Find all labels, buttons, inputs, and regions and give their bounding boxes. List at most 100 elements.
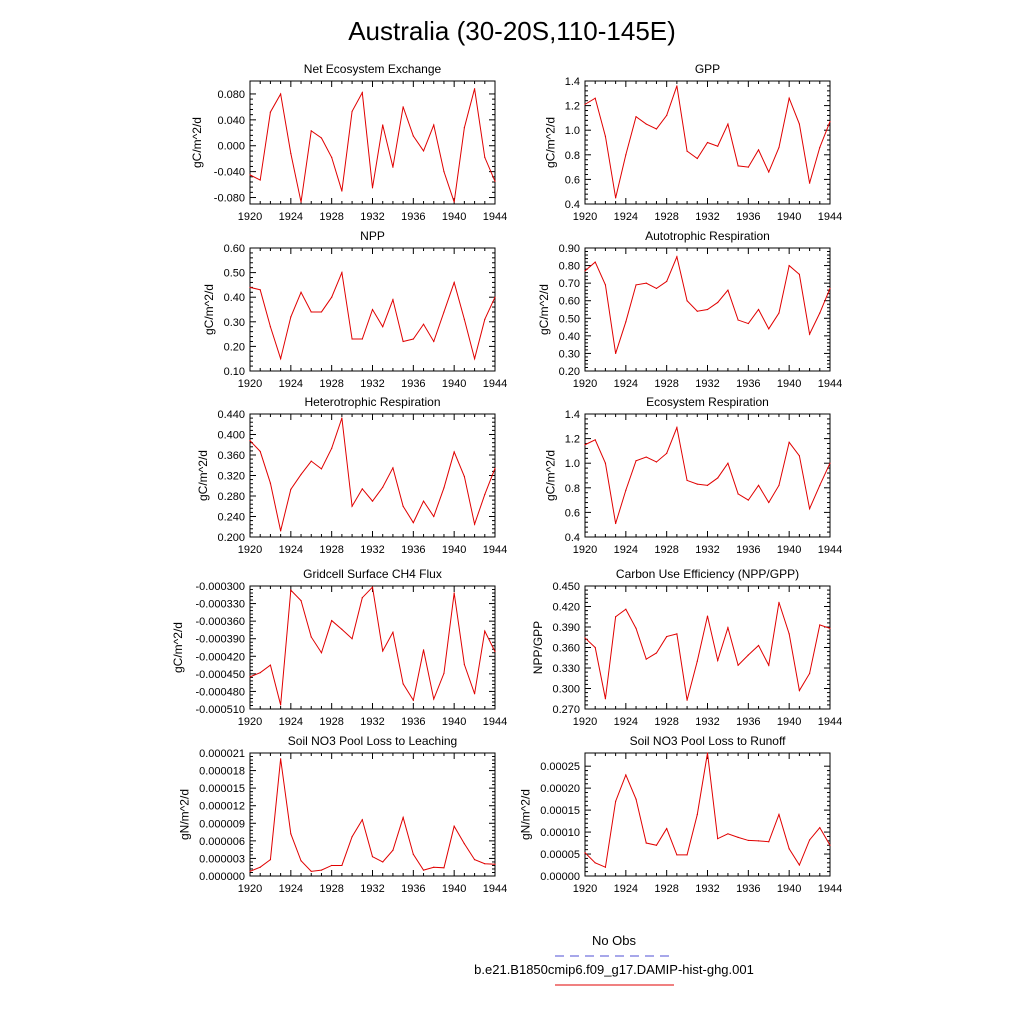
data-point-er [788,441,790,443]
y-tick-label: 0.280 [217,491,245,503]
data-point-hr [402,505,404,507]
data-point-cue [635,627,637,629]
data-point-nee [453,201,455,203]
panel-title-cue: Carbon Use Efficiency (NPP/GPP) [616,567,799,581]
x-tick-label: 1944 [483,883,507,895]
y-tick-label: 0.30 [224,317,245,329]
data-point-ar [808,333,811,335]
x-tick-label: 1924 [279,883,303,895]
x-tick-label: 1940 [777,883,801,895]
x-tick-label: 1924 [614,211,638,223]
y-axis-label-hr: gC/m^2/d [196,450,210,501]
data-point-er [778,484,780,486]
data-point-leach [382,861,384,863]
y-tick-label: -0.040 [214,167,245,179]
data-point-ar [696,310,698,312]
x-tick-label: 1932 [360,211,384,223]
data-point-nee [443,171,445,173]
data-point-hr [473,523,476,525]
y-tick-label: 0.000018 [199,766,245,778]
data-point-cue [625,608,627,610]
data-point-gpp [655,128,658,130]
data-point-runoff [584,852,586,854]
data-point-hr [331,447,333,449]
data-point-leach [320,869,323,871]
data-point-ar [686,300,688,302]
data-point-hr [361,488,363,490]
data-point-cue [727,627,729,629]
data-point-ar [737,319,739,321]
x-tick-label: 1936 [736,211,760,223]
y-tick-label: -0.000480 [195,686,245,698]
series-line-hr [249,417,496,531]
data-point-leach [453,825,455,827]
data-point-hr [269,482,272,484]
x-tick-label: 1924 [279,378,303,390]
legend-label-no-obs: No Obs [592,933,637,948]
data-point-er [655,461,658,463]
x-tick-label: 1920 [573,716,597,728]
data-point-ar [604,284,607,286]
x-tick-label: 1920 [238,211,262,223]
x-tick-label: 1932 [695,716,719,728]
data-point-leach [259,866,261,868]
data-point-er [625,489,627,491]
data-point-npp [259,289,261,291]
data-point-cue [737,664,739,666]
x-tick-label: 1920 [573,544,597,556]
x-tick-label: 1924 [614,883,638,895]
data-point-ar [645,282,647,284]
y-tick-label: 0.6 [565,507,580,519]
data-point-npp [402,340,404,343]
y-tick-label: 1.4 [565,76,580,88]
plot-frame-ch4 [249,585,496,710]
panel-title-nee: Net Ecosystem Exchange [304,62,442,76]
data-point-ch4 [422,649,425,651]
data-point-hr [484,493,486,496]
data-point-hr [280,530,282,532]
data-point-nee [494,180,496,182]
data-point-gpp [615,197,617,199]
y-axis-label-ch4: gC/m^2/d [171,622,185,673]
y-tick-label: 0.8 [565,483,580,495]
y-tick-label: 0.40 [224,292,245,304]
data-point-er [808,508,811,510]
data-point-nee [341,190,343,192]
x-tick-label: 1920 [238,378,262,390]
x-tick-label: 1924 [614,544,638,556]
x-tick-label: 1940 [777,716,801,728]
data-point-runoff [686,854,688,856]
data-point-gpp [696,157,698,160]
data-point-nee [473,88,476,90]
y-tick-label: 0.70 [559,278,580,290]
panel-title-runoff: Soil NO3 Pool Loss to Runoff [630,734,787,748]
x-tick-label: 1928 [319,211,343,223]
data-point-gpp [706,141,709,144]
data-point-cue [778,601,780,604]
data-point-nee [310,130,312,132]
data-point-hr [392,467,394,469]
data-point-runoff [604,866,607,868]
y-tick-label: 0.60 [224,243,245,255]
data-point-nee [371,187,374,189]
data-point-nee [422,150,425,152]
x-tick-label: 1928 [654,544,678,556]
y-axis-label-ar: gC/m^2/d [537,284,551,335]
data-point-npp [371,308,374,311]
y-tick-label: 0.4 [565,199,580,211]
data-point-er [604,462,607,464]
data-point-gpp [686,150,688,152]
panel-cue: Carbon Use Efficiency (NPP/GPP) 1920 1924 1… [531,567,842,728]
data-point-cue [676,633,678,635]
data-point-runoff [717,838,719,840]
x-tick-label: 1928 [654,378,678,390]
data-point-leach [341,864,343,867]
x-tick-label: 1924 [279,716,303,728]
data-point-nee [361,92,363,94]
data-point-hr [433,515,435,518]
y-tick-label: -0.000360 [195,616,245,628]
data-point-leach [361,819,363,821]
y-axis-label-cue: NPP/GPP [531,621,545,674]
y-axis-label-leach: gN/m^2/d [177,789,191,840]
data-point-ch4 [290,589,292,591]
